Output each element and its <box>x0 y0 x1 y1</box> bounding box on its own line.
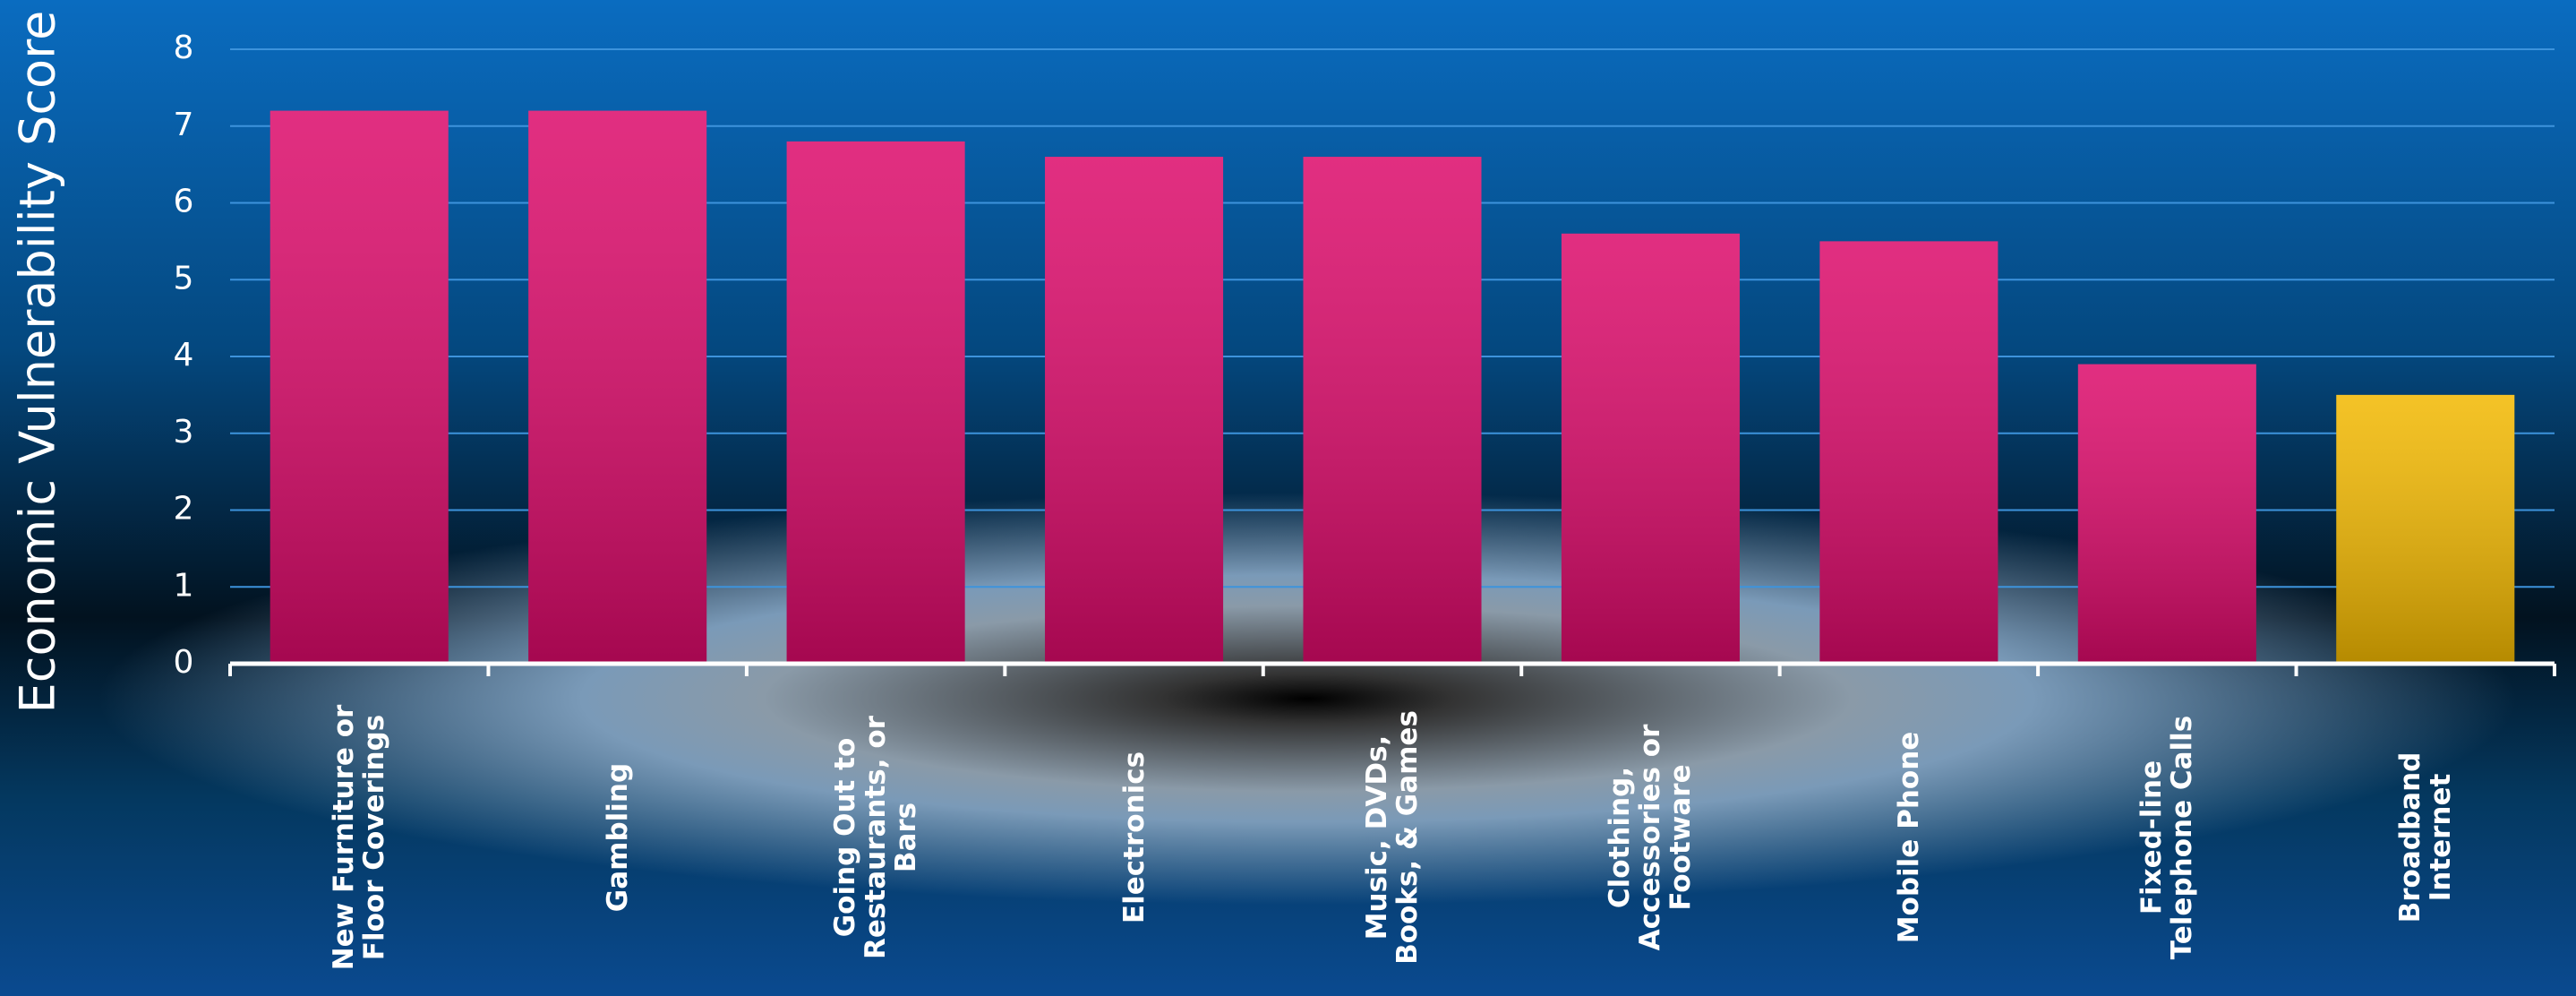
y-tick-label: 3 <box>174 414 194 451</box>
x-tick-label: Clothing, Accessories or Footware <box>1604 724 1698 951</box>
y-tick-label: 8 <box>174 30 194 66</box>
x-tick-label: Going Out to Restaurants, or Bars <box>828 716 923 959</box>
y-tick-label: 4 <box>174 337 194 374</box>
x-tick-label: New Furniture or Floor Coverings <box>328 704 391 971</box>
y-tick-label: 6 <box>174 184 194 220</box>
x-tick-label: Broadband Internet <box>2393 751 2457 923</box>
x-tick-label: Music, DVDs, Books, & Games <box>1360 710 1424 965</box>
x-tick-label: Fixed-line Telephone Calls <box>2135 715 2199 960</box>
y-tick-label: 2 <box>174 491 194 528</box>
y-axis-label: Economic Vulnerability Score <box>10 11 66 714</box>
y-tick-label: 5 <box>174 260 194 296</box>
y-tick-label: 7 <box>174 107 194 143</box>
y-tick-label: 1 <box>174 567 194 604</box>
x-tick-label: Gambling <box>601 762 634 913</box>
x-tick-label: Electronics <box>1117 751 1151 924</box>
y-tick-label: 0 <box>174 644 194 681</box>
x-tick-label: Mobile Phone <box>1892 731 1925 944</box>
